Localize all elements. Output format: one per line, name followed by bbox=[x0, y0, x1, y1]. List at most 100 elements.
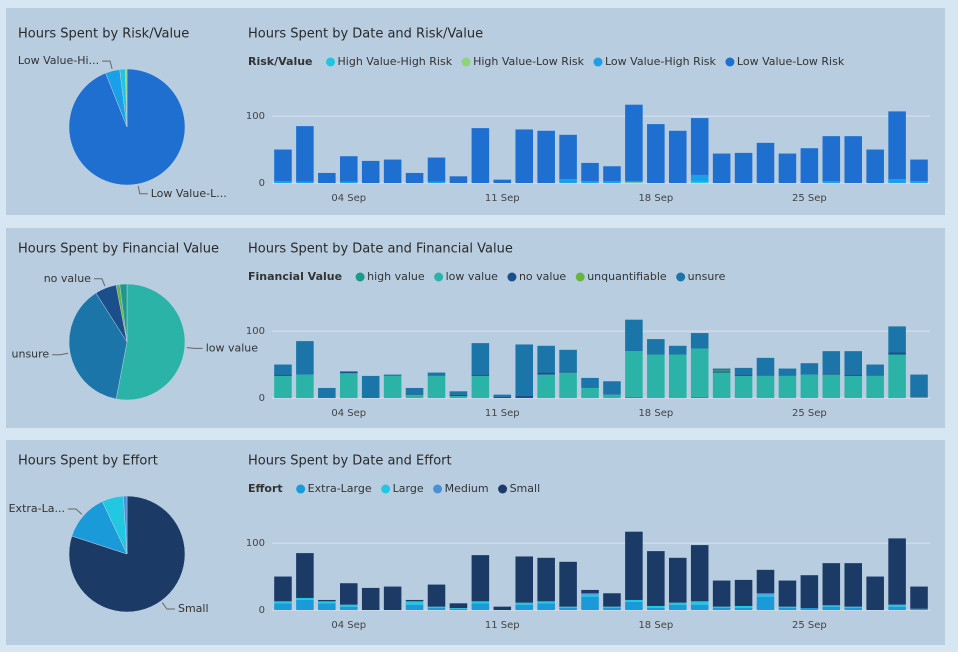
bar-segment bbox=[603, 607, 621, 610]
x-tick-label: 25 Sep bbox=[792, 193, 827, 204]
bar-segment bbox=[581, 593, 599, 595]
bar-segment bbox=[471, 343, 490, 375]
bar-segment bbox=[712, 372, 731, 398]
bar-segment bbox=[910, 586, 928, 609]
bar-segment bbox=[515, 602, 534, 605]
bar-segment bbox=[822, 374, 841, 398]
bar-segment bbox=[756, 593, 775, 595]
y-tick-label: 0 bbox=[259, 605, 265, 616]
x-tick-label: 11 Sep bbox=[485, 193, 520, 204]
legend-swatch bbox=[507, 272, 517, 282]
bar-segment bbox=[690, 174, 709, 182]
legend-label: unquantifiable bbox=[587, 270, 667, 283]
bar-segment bbox=[910, 395, 928, 397]
bar-segment bbox=[910, 180, 928, 183]
bar-segment bbox=[471, 128, 490, 183]
bar-segment bbox=[339, 181, 358, 183]
bar-segment bbox=[449, 395, 468, 398]
bar-segment bbox=[844, 374, 863, 376]
legend-title: Effort bbox=[248, 482, 283, 495]
legend-swatch bbox=[296, 484, 306, 494]
bar-segment bbox=[603, 166, 621, 181]
bar-segment bbox=[647, 339, 665, 355]
bar-segment bbox=[844, 136, 863, 183]
bar-segment bbox=[866, 149, 884, 183]
legend-swatch bbox=[434, 272, 444, 282]
chart-title: Hours Spent by Date and Risk/Value bbox=[248, 27, 483, 42]
bar-segment bbox=[493, 179, 512, 183]
pie-slice bbox=[123, 495, 128, 555]
chart-title: Hours Spent by Risk/Value bbox=[18, 27, 189, 42]
bar-segment bbox=[318, 172, 336, 183]
bar-segment bbox=[361, 587, 380, 610]
legend-swatch bbox=[676, 272, 686, 282]
pie-slice bbox=[119, 283, 128, 343]
bar-segment bbox=[361, 375, 380, 398]
bar-segment bbox=[888, 352, 906, 355]
slice-label: Extra-La... bbox=[9, 502, 65, 515]
legend-label: High Value-High Risk bbox=[338, 55, 453, 68]
bar-segment bbox=[712, 580, 731, 607]
bar-segment bbox=[844, 351, 863, 375]
bar-segment bbox=[383, 159, 402, 183]
legend-label: Low Value-Low Risk bbox=[737, 55, 845, 68]
bar-segment bbox=[318, 603, 336, 610]
bar-segment bbox=[405, 601, 424, 605]
bar-segment bbox=[647, 551, 665, 606]
bar-segment bbox=[822, 180, 841, 183]
bar-segment bbox=[339, 583, 358, 605]
bar-segment bbox=[361, 160, 380, 183]
bar-segment bbox=[888, 606, 906, 610]
legend-label: Extra-Large bbox=[308, 482, 372, 495]
bar-segment bbox=[712, 370, 731, 372]
bar-segment bbox=[888, 326, 906, 353]
bar-segment bbox=[581, 589, 599, 594]
bar-segment bbox=[339, 371, 358, 372]
bar-segment bbox=[756, 375, 775, 398]
bar-segment bbox=[493, 606, 512, 610]
bar-segment bbox=[690, 333, 709, 349]
bar-segment bbox=[515, 129, 534, 183]
bar-segment bbox=[668, 602, 687, 605]
bar-segment bbox=[471, 603, 490, 610]
bar-segment bbox=[559, 606, 577, 608]
bar-segment bbox=[778, 368, 797, 376]
y-tick-label: 0 bbox=[259, 178, 265, 189]
bar-segment bbox=[888, 604, 906, 607]
bar-segment bbox=[339, 606, 358, 610]
bar-segment bbox=[449, 608, 468, 610]
bar-segment bbox=[756, 142, 775, 183]
bar-segment bbox=[800, 374, 819, 398]
bar-segment bbox=[318, 387, 336, 398]
bar-segment bbox=[625, 531, 643, 600]
bar-segment bbox=[712, 606, 731, 608]
bar-segment bbox=[734, 367, 753, 375]
leader-line bbox=[52, 352, 69, 356]
bar-segment bbox=[778, 606, 797, 608]
bar-segment bbox=[778, 607, 797, 610]
x-tick-label: 11 Sep bbox=[485, 408, 520, 419]
bar-segment bbox=[712, 153, 731, 183]
legend-label: Medium bbox=[445, 482, 489, 495]
pie-slice bbox=[68, 495, 186, 613]
bar-segment bbox=[734, 374, 753, 376]
bar-segment bbox=[427, 584, 446, 607]
bar-segment bbox=[471, 375, 490, 398]
bar-segment bbox=[690, 604, 709, 610]
slice-label: Low Value-L... bbox=[151, 187, 227, 200]
bar-segment bbox=[581, 180, 599, 183]
bar-segment bbox=[668, 130, 687, 183]
bar-segment bbox=[339, 371, 358, 374]
bar-segment bbox=[427, 181, 446, 183]
bar-segment bbox=[690, 396, 709, 398]
legend-label: unsure bbox=[688, 270, 726, 283]
bar-segment bbox=[800, 607, 819, 610]
bar-segment bbox=[296, 126, 314, 182]
legend-label: High Value-Low Risk bbox=[473, 55, 585, 68]
legend-swatch bbox=[461, 57, 471, 67]
x-tick-label: 18 Sep bbox=[638, 620, 673, 631]
bar-segment bbox=[625, 351, 643, 397]
bar-segment bbox=[888, 111, 906, 179]
bar-segment bbox=[274, 603, 292, 610]
legend-label: low value bbox=[446, 270, 499, 283]
